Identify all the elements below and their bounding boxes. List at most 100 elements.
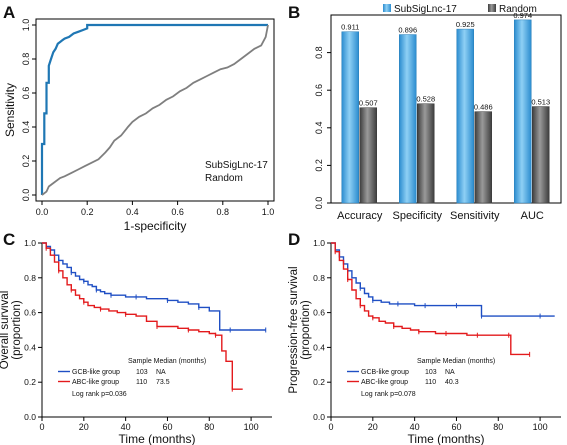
group-n: 103 xyxy=(425,369,437,376)
bar-value-label: 0.528 xyxy=(416,95,435,104)
legend-swatch xyxy=(383,4,391,12)
bar-random xyxy=(417,103,435,204)
legend-entry: SubSigLnc-17 xyxy=(394,4,457,15)
km-curve-gcb xyxy=(42,242,266,331)
bar-value-label: 0.507 xyxy=(359,99,378,108)
bar-value-label: 0.486 xyxy=(474,103,493,112)
x-tick-label: 60 xyxy=(451,422,461,432)
bar-chart: 0.0 0.2 0.4 0.6 0.8 Accuracy 0.911 0.507 Specifi… xyxy=(314,4,562,222)
legend-entry: SubSigLnc-17 xyxy=(205,160,268,171)
progression-free-survival-chart: 0 20 40 60 80 100 0.0 0.2 0.4 0.6 0.8 1.0 Time (mont… xyxy=(288,238,561,445)
y-axis-label: Overall survival xyxy=(0,291,11,370)
log-rank-pvalue: Log rank p=0.036 xyxy=(72,391,127,398)
panel-letter-a: A xyxy=(3,3,15,22)
group-name: ABC-like group xyxy=(361,379,408,386)
y-tick-label: 0.6 xyxy=(24,308,36,318)
group-name: ABC-like group xyxy=(72,379,119,386)
y-tick-label: 0.2 xyxy=(21,155,31,168)
x-tick-label: 0.8 xyxy=(217,207,230,217)
group-median: 40.3 xyxy=(445,379,459,386)
y-tick-label: 0.2 xyxy=(24,377,36,387)
km-curve-abc xyxy=(42,242,243,390)
x-tick-label: 0 xyxy=(328,422,333,432)
y-tick-label: 0.0 xyxy=(313,412,325,422)
x-tick-label: 60 xyxy=(162,422,172,432)
median-header: Sample Median (months) xyxy=(417,358,495,365)
y-tick-label: 0.6 xyxy=(313,308,325,318)
category-label: Sensitivity xyxy=(450,210,500,222)
y-axis-label: Sensitivity xyxy=(3,83,17,137)
series-line-subsiglnc xyxy=(40,23,268,195)
group-median: NA xyxy=(156,369,166,376)
y-tick-label: 0.4 xyxy=(24,342,36,352)
x-tick-label: 0.4 xyxy=(126,207,139,217)
group-n: 110 xyxy=(136,379,147,386)
x-tick-label: 80 xyxy=(493,422,503,432)
x-tick-label: 20 xyxy=(368,422,378,432)
legend-entry: Random xyxy=(499,4,537,15)
y-tick-label: 0.8 xyxy=(24,273,36,283)
x-tick-label: 0 xyxy=(39,422,44,432)
bar-value-label: 0.974 xyxy=(513,11,532,20)
x-tick-label: 0.2 xyxy=(81,207,94,217)
y-axis-label: (proportion) xyxy=(11,300,23,360)
x-tick-label: 100 xyxy=(244,422,259,432)
x-tick-label: 1.0 xyxy=(262,207,275,217)
bar-value-label: 0.911 xyxy=(341,23,359,32)
group-n: 103 xyxy=(136,369,148,376)
y-tick-label: 0.4 xyxy=(313,342,325,352)
x-axis-label: Time (months) xyxy=(119,432,196,445)
y-tick-label: 0.4 xyxy=(21,121,31,134)
plot-frame xyxy=(330,14,562,204)
panel-letter-c: C xyxy=(3,230,15,249)
y-tick-label: 0.4 xyxy=(314,122,324,135)
overall-survival-chart: 0 20 40 60 80 100 0.0 0.2 0.4 0.6 0.8 1.0 Time (mont… xyxy=(0,238,272,445)
category-label: Accuracy xyxy=(337,210,383,222)
bar-subsiglnc xyxy=(456,28,474,204)
y-axis-label: Progression-free survival xyxy=(288,266,300,393)
y-tick-label: 0.8 xyxy=(314,46,324,59)
series-line-random xyxy=(41,24,269,196)
legend-entry: Random xyxy=(205,173,243,184)
panel-letter-d: D xyxy=(288,230,300,249)
plot-frame xyxy=(35,18,275,202)
bar-random xyxy=(474,111,492,204)
y-axis-label: (proportion) xyxy=(300,300,312,360)
y-tick-label: 0.8 xyxy=(313,273,325,283)
y-tick-label: 0.6 xyxy=(21,87,31,100)
y-tick-label: 0.8 xyxy=(21,53,31,66)
y-tick-label: 0.0 xyxy=(314,197,324,210)
bar-subsiglnc xyxy=(514,19,532,204)
panel-letter-b: B xyxy=(288,3,300,22)
x-tick-label: 0.6 xyxy=(171,207,184,217)
x-axis-label: Time (months) xyxy=(408,432,485,445)
y-tick-label: 0.0 xyxy=(21,189,31,202)
bar-random xyxy=(532,106,550,204)
bar-value-label: 0.513 xyxy=(531,98,550,107)
bar-subsiglnc xyxy=(341,31,359,204)
x-tick-label: 40 xyxy=(410,422,420,432)
x-tick-label: 100 xyxy=(533,422,548,432)
x-axis-label: 1-specificity xyxy=(124,219,187,233)
y-tick-label: 0.2 xyxy=(314,159,324,172)
log-rank-pvalue: Log rank p=0.078 xyxy=(361,391,416,398)
group-median: 73.5 xyxy=(156,379,170,386)
group-n: 110 xyxy=(425,379,436,386)
x-tick-label: 0.0 xyxy=(36,207,49,217)
bar-random xyxy=(359,107,377,204)
y-tick-label: 0.2 xyxy=(313,377,325,387)
group-median: NA xyxy=(445,369,455,376)
y-tick-label: 1.0 xyxy=(21,19,31,32)
x-tick-label: 40 xyxy=(121,422,131,432)
y-tick-label: 0.6 xyxy=(314,84,324,97)
category-label: Specificity xyxy=(392,210,442,222)
bar-value-label: 0.925 xyxy=(456,20,475,29)
y-tick-label: 1.0 xyxy=(24,238,36,248)
bar-subsiglnc xyxy=(399,34,417,204)
x-tick-label: 80 xyxy=(204,422,214,432)
category-label: AUC xyxy=(521,210,544,222)
bar-value-label: 0.896 xyxy=(398,26,417,35)
roc-chart: 0.0 0.2 0.4 0.6 0.8 1.0 0.0 0.2 0.4 0.6 0.8 1.0 1-sp… xyxy=(3,18,275,233)
y-tick-label: 0.0 xyxy=(24,412,36,422)
